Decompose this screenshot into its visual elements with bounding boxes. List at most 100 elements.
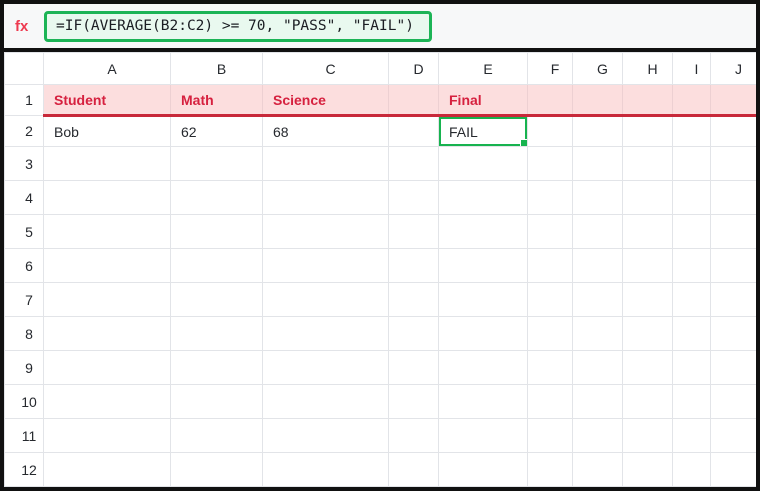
cell-F4[interactable] [527,180,573,215]
cell-I4[interactable] [672,180,711,215]
cell-D1[interactable] [388,84,439,117]
cell-E2[interactable]: FAIL [438,115,528,147]
cell-H2[interactable] [622,115,673,147]
row-header-10[interactable]: 10 [4,384,44,419]
cell-C6[interactable] [262,248,389,283]
cell-A6[interactable] [43,248,171,283]
cell-I3[interactable] [672,146,711,181]
cell-F9[interactable] [527,350,573,385]
cell-I12[interactable] [672,452,711,487]
cell-J4[interactable] [710,180,756,215]
cell-H7[interactable] [622,282,673,317]
cell-G12[interactable] [572,452,623,487]
row-header-2[interactable]: 2 [4,115,44,147]
cell-D6[interactable] [388,248,439,283]
cell-H9[interactable] [622,350,673,385]
cell-J12[interactable] [710,452,756,487]
cell-A3[interactable] [43,146,171,181]
row-header-1[interactable]: 1 [4,84,44,116]
cell-I6[interactable] [672,248,711,283]
cell-G1[interactable] [572,84,623,117]
column-header-A[interactable]: A [43,52,171,85]
cell-F7[interactable] [527,282,573,317]
cell-D4[interactable] [388,180,439,215]
cell-C12[interactable] [262,452,389,487]
cell-G2[interactable] [572,115,623,147]
cell-J6[interactable] [710,248,756,283]
cell-J5[interactable] [710,214,756,249]
cell-C10[interactable] [262,384,389,419]
cell-G6[interactable] [572,248,623,283]
cell-I10[interactable] [672,384,711,419]
cell-J7[interactable] [710,282,756,317]
cell-D8[interactable] [388,316,439,351]
cell-E10[interactable] [438,384,528,419]
select-all-corner[interactable] [4,52,44,85]
row-header-12[interactable]: 12 [4,452,44,487]
cell-D7[interactable] [388,282,439,317]
cell-A1[interactable]: Student [43,84,171,117]
cell-E1[interactable]: Final [438,84,528,117]
cell-H4[interactable] [622,180,673,215]
cell-A10[interactable] [43,384,171,419]
column-header-B[interactable]: B [170,52,263,85]
cell-I9[interactable] [672,350,711,385]
cell-B12[interactable] [170,452,263,487]
column-header-I[interactable]: I [672,52,711,85]
cell-G8[interactable] [572,316,623,351]
row-header-7[interactable]: 7 [4,282,44,317]
cell-F11[interactable] [527,418,573,453]
formula-input[interactable]: =IF(AVERAGE(B2:C2) >= 70, "PASS", "FAIL"… [44,10,432,42]
cell-D11[interactable] [388,418,439,453]
column-header-D[interactable]: D [388,52,439,85]
cell-B7[interactable] [170,282,263,317]
cell-H12[interactable] [622,452,673,487]
cell-F3[interactable] [527,146,573,181]
cell-D5[interactable] [388,214,439,249]
cell-E8[interactable] [438,316,528,351]
cell-B4[interactable] [170,180,263,215]
cell-E11[interactable] [438,418,528,453]
row-header-5[interactable]: 5 [4,214,44,249]
cell-E9[interactable] [438,350,528,385]
row-header-9[interactable]: 9 [4,350,44,385]
cell-E3[interactable] [438,146,528,181]
cell-F6[interactable] [527,248,573,283]
cell-G7[interactable] [572,282,623,317]
column-header-J[interactable]: J [710,52,756,85]
cell-H3[interactable] [622,146,673,181]
cell-F8[interactable] [527,316,573,351]
cell-G9[interactable] [572,350,623,385]
cell-D3[interactable] [388,146,439,181]
cell-I2[interactable] [672,115,711,147]
cell-A8[interactable] [43,316,171,351]
cell-A2[interactable]: Bob [43,115,171,147]
cell-J11[interactable] [710,418,756,453]
cell-C2[interactable]: 68 [262,115,389,147]
cell-C9[interactable] [262,350,389,385]
cell-J8[interactable] [710,316,756,351]
cell-I5[interactable] [672,214,711,249]
cell-B8[interactable] [170,316,263,351]
cell-H6[interactable] [622,248,673,283]
cell-F5[interactable] [527,214,573,249]
column-header-H[interactable]: H [622,52,673,85]
cell-A5[interactable] [43,214,171,249]
cell-A11[interactable] [43,418,171,453]
cell-B9[interactable] [170,350,263,385]
cell-A12[interactable] [43,452,171,487]
cell-B3[interactable] [170,146,263,181]
row-header-8[interactable]: 8 [4,316,44,351]
row-header-6[interactable]: 6 [4,248,44,283]
cell-B11[interactable] [170,418,263,453]
cell-G3[interactable] [572,146,623,181]
column-header-G[interactable]: G [572,52,623,85]
row-header-3[interactable]: 3 [4,146,44,181]
cell-C8[interactable] [262,316,389,351]
cell-J9[interactable] [710,350,756,385]
cell-C7[interactable] [262,282,389,317]
cell-C5[interactable] [262,214,389,249]
cell-H5[interactable] [622,214,673,249]
cell-H10[interactable] [622,384,673,419]
cell-B6[interactable] [170,248,263,283]
